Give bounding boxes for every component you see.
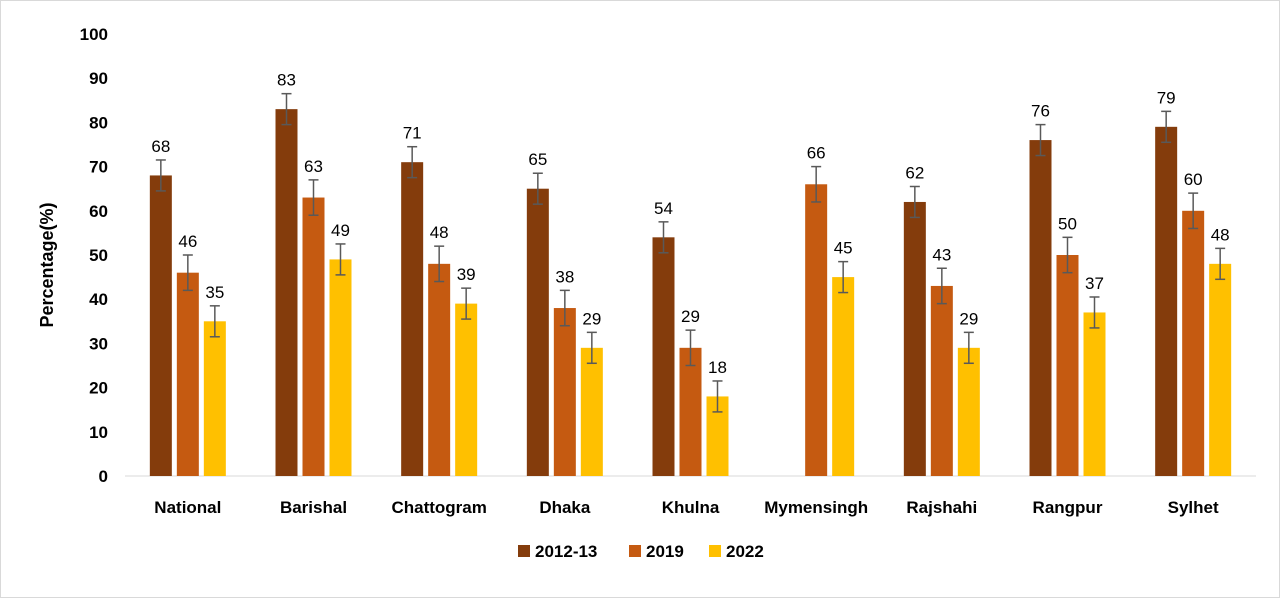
error-bars: [155, 92, 1226, 413]
bar: [275, 109, 298, 476]
data-label: 18: [708, 358, 727, 377]
data-label: 62: [905, 163, 924, 182]
data-label: 50: [1058, 214, 1077, 233]
bar: [1056, 255, 1079, 476]
data-label: 43: [932, 245, 951, 264]
y-tick-label: 100: [80, 25, 108, 44]
x-tick-label: Barishal: [280, 498, 347, 517]
data-label: 29: [582, 309, 601, 328]
bar: [1155, 126, 1178, 476]
data-label: 65: [528, 150, 547, 169]
data-label: 37: [1085, 274, 1104, 293]
y-tick-label: 80: [89, 113, 108, 132]
data-label: 60: [1184, 170, 1203, 189]
bar: [553, 308, 576, 476]
data-label: 39: [457, 265, 476, 284]
data-label: 46: [178, 232, 197, 251]
bar: [832, 277, 855, 476]
data-label: 79: [1157, 88, 1176, 107]
bar: [679, 347, 702, 476]
bars: [149, 109, 1232, 477]
x-tick-label: Dhaka: [539, 498, 591, 517]
bar: [903, 201, 926, 476]
data-label: 35: [205, 283, 224, 302]
y-tick-label: 90: [89, 69, 108, 88]
bar: [1083, 312, 1106, 476]
legend-label: 2019: [646, 542, 684, 561]
legend-swatch: [709, 545, 721, 557]
bar: [401, 162, 424, 476]
y-tick-label: 50: [89, 246, 108, 265]
bar: [1209, 263, 1232, 476]
data-label: 76: [1031, 102, 1050, 121]
y-tick-label: 10: [89, 423, 108, 442]
x-tick-label: Rajshahi: [906, 498, 977, 517]
bar: [149, 175, 172, 476]
bar: [1029, 140, 1052, 476]
data-label: 48: [1211, 225, 1230, 244]
y-tick-label: 30: [89, 334, 108, 353]
y-axis-title: Percentage(%): [37, 202, 57, 327]
y-tick-label: 60: [89, 202, 108, 221]
data-label: 63: [304, 157, 323, 176]
data-labels: 68 46 35 83 63 49 71 48 39 65 38 29 54 29 18 66 45 62 43 29…: [151, 71, 1229, 377]
data-label: 66: [807, 144, 826, 163]
data-label: 83: [277, 71, 296, 90]
data-label: 71: [403, 124, 422, 143]
x-tick-label: Chattogram: [391, 498, 486, 517]
x-tick-label: Rangpur: [1033, 498, 1103, 517]
bar: [652, 237, 675, 476]
bar: [203, 321, 226, 476]
data-label: 54: [654, 199, 673, 218]
y-tick-label: 20: [89, 379, 108, 398]
x-tick-label: National: [154, 498, 221, 517]
data-label: 48: [430, 223, 449, 242]
data-label: 45: [834, 239, 853, 258]
data-label: 38: [555, 267, 574, 286]
bar: [706, 396, 729, 476]
data-label: 68: [151, 137, 170, 156]
x-tick-label: Khulna: [662, 498, 720, 517]
legend-label: 2022: [726, 542, 764, 561]
bar: [1182, 210, 1205, 477]
y-tick-label: 70: [89, 158, 108, 177]
bar: [930, 285, 953, 476]
axes: 0 10 20 30 40 50 60 70 80 90 100 Percentage(%) Natio…: [37, 25, 1256, 517]
y-tick-label: 40: [89, 290, 108, 309]
bar: [526, 188, 549, 476]
bar: [302, 197, 325, 477]
y-tick-label: 0: [99, 467, 108, 486]
bar: [455, 303, 478, 476]
data-label: 29: [959, 309, 978, 328]
bar: [957, 347, 980, 476]
bar: [428, 263, 451, 476]
x-tick-label: Mymensingh: [764, 498, 868, 517]
data-label: 49: [331, 221, 350, 240]
legend-swatch: [629, 545, 641, 557]
legend: 2012-13 2019 2022: [518, 542, 764, 561]
data-label: 29: [681, 307, 700, 326]
bar: [176, 272, 199, 476]
bar: [805, 184, 828, 476]
bar: [329, 259, 352, 476]
legend-label: 2012-13: [535, 542, 597, 561]
x-tick-label: Sylhet: [1168, 498, 1219, 517]
bar: [580, 347, 603, 476]
legend-swatch: [518, 545, 530, 557]
